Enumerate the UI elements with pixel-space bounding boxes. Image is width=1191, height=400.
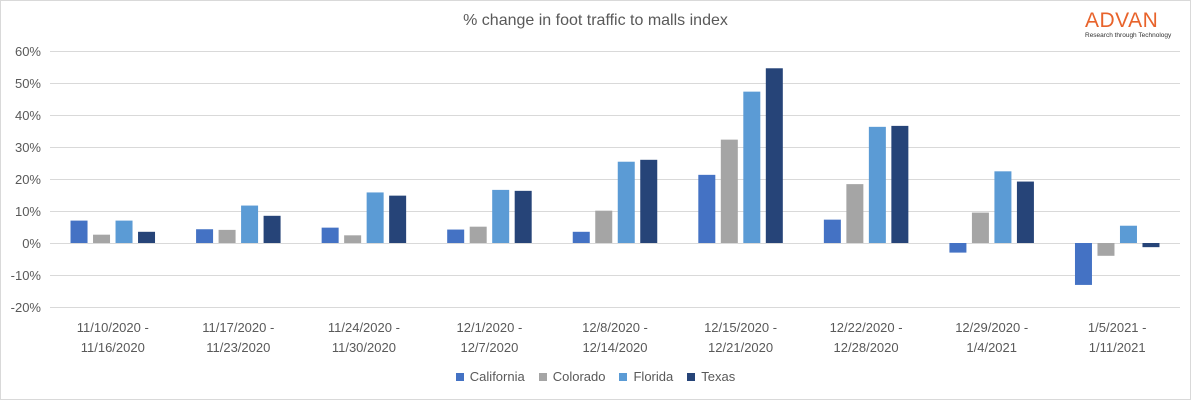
x-tick-label: 12/28/2020	[834, 340, 899, 355]
bar-florida	[617, 161, 635, 243]
y-tick-label: 60%	[15, 44, 41, 59]
legend-label: Texas	[701, 369, 736, 384]
bar-colorado	[344, 235, 362, 243]
x-tick-label: 11/23/2020	[206, 340, 270, 355]
bar-florida	[241, 205, 259, 243]
gridlines	[50, 51, 1180, 308]
x-axis: 11/10/2020 - 11/16/2020 11/17/2020 - 11/23/…	[77, 320, 1147, 355]
bar-texas	[765, 68, 783, 243]
bar-california	[70, 220, 88, 243]
legend-label: Florida	[633, 369, 674, 384]
bar-texas	[389, 195, 407, 243]
bar-colorado	[720, 139, 738, 243]
bar-california	[321, 227, 339, 243]
bar-colorado	[93, 234, 111, 243]
logo-tagline: Research through Technology	[1085, 32, 1172, 39]
y-axis: 60% 50% 40% 30% 20% 10% 0% -10% -20%	[11, 44, 42, 315]
bar-florida	[115, 220, 133, 243]
bar-colorado	[1097, 243, 1115, 256]
bar-florida	[994, 171, 1012, 243]
bar-florida	[1119, 225, 1137, 243]
bar-california	[572, 231, 590, 243]
x-tick-label: 12/15/2020 -	[704, 320, 777, 335]
legend-swatch	[455, 373, 464, 381]
legend-swatch	[538, 373, 547, 381]
y-tick-label: 50%	[15, 76, 41, 91]
legend-item-texas: Texas	[687, 369, 735, 384]
legend-item-colorado: Colorado	[538, 369, 606, 384]
x-tick-label: 11/17/2020 -	[202, 320, 274, 335]
bar-california	[196, 229, 214, 243]
bar-texas	[514, 190, 532, 243]
x-tick-label: 1/11/2021	[1089, 340, 1146, 355]
legend-item-california: California	[455, 369, 525, 384]
chart-title: % change in foot traffic to malls index	[463, 12, 728, 29]
legend-swatch	[687, 373, 696, 381]
bar-california	[447, 229, 465, 243]
x-tick-label: 12/7/2020	[460, 340, 518, 355]
bar-florida	[743, 91, 761, 243]
advan-logo: ADVAN Research through Technology	[1085, 10, 1185, 40]
bar-california	[949, 243, 967, 253]
y-tick-label: 10%	[15, 204, 41, 219]
bar-texas	[263, 215, 281, 243]
bar-california	[823, 219, 841, 243]
bar-colorado	[846, 184, 864, 243]
bar-texas	[891, 125, 909, 243]
bar-colorado	[218, 229, 236, 243]
logo-name: ADVAN	[1085, 9, 1159, 32]
bar-texas	[1142, 243, 1160, 248]
y-tick-label: 0%	[22, 236, 41, 251]
x-tick-label: 12/8/2020 -	[582, 320, 648, 335]
bar-texas	[138, 231, 156, 243]
x-tick-label: 12/22/2020 -	[830, 320, 903, 335]
x-tick-label: 11/30/2020	[332, 340, 396, 355]
legend-swatch	[619, 373, 628, 381]
legend-label: California	[469, 369, 525, 384]
bar-florida	[492, 189, 510, 243]
bar-colorado	[595, 210, 613, 243]
legend-item-florida: Florida	[619, 369, 673, 384]
bar-california	[1074, 243, 1092, 285]
x-tick-label: 1/5/2021 -	[1088, 320, 1147, 335]
x-tick-label: 1/4/2021	[966, 340, 1017, 355]
x-tick-label: 12/1/2020 -	[457, 320, 523, 335]
bar-colorado	[469, 226, 487, 243]
bar-california	[698, 174, 716, 243]
legend-label: Colorado	[552, 369, 606, 384]
x-tick-label: 12/29/2020 -	[955, 320, 1028, 335]
x-tick-label: 11/24/2020 -	[328, 320, 400, 335]
x-tick-label: 11/16/2020	[81, 340, 145, 355]
bars	[70, 68, 1160, 285]
y-tick-label: 30%	[15, 140, 41, 155]
x-tick-label: 12/21/2020	[708, 340, 773, 355]
x-tick-label: 12/14/2020	[582, 340, 647, 355]
y-tick-label: -20%	[11, 300, 42, 315]
y-tick-label: 20%	[15, 172, 41, 187]
bar-florida	[366, 192, 384, 243]
y-tick-label: -10%	[11, 268, 42, 283]
legend: California Colorado Florida Texas	[0, 369, 1191, 384]
bar-texas	[640, 159, 658, 243]
bar-florida	[868, 126, 886, 243]
x-tick-label: 11/10/2020 -	[77, 320, 149, 335]
bar-colorado	[971, 212, 989, 243]
y-tick-label: 40%	[15, 108, 41, 123]
bar-texas	[1016, 181, 1034, 243]
